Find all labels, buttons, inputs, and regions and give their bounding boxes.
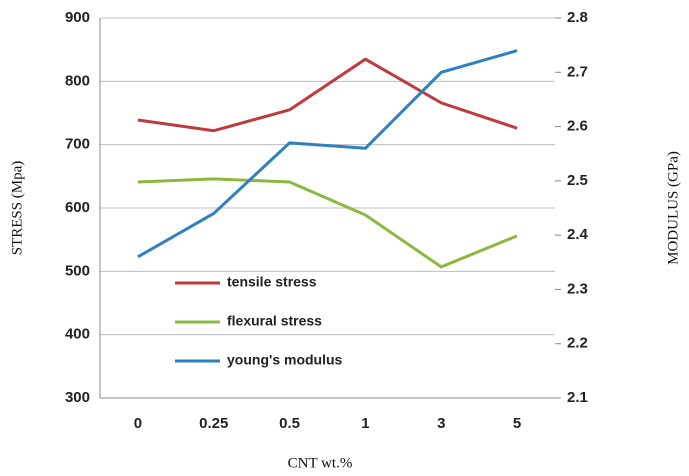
- x-tick-label: 0.5: [279, 415, 300, 432]
- y-tick-label: 500: [65, 262, 90, 279]
- legend-label: young's modulus: [227, 352, 343, 368]
- y-tick-label: 600: [65, 199, 90, 216]
- y-tick-label: 300: [65, 389, 90, 406]
- y-tick-label: 400: [65, 326, 90, 343]
- y-axis-title: STRESS (Mpa): [9, 161, 25, 256]
- legend-label: tensile stress: [227, 274, 317, 290]
- y2-tick-label: 2.7: [567, 63, 588, 80]
- legend-label: flexural stress: [227, 313, 322, 329]
- y-tick-label: 900: [65, 9, 90, 26]
- y-tick-label: 800: [65, 72, 90, 89]
- y2-tick-label: 2.5: [567, 172, 588, 189]
- series-line: [137, 49, 518, 259]
- y-tick-label: 700: [65, 136, 90, 153]
- y2-tick-label: 2.4: [567, 226, 589, 243]
- x-tick-label: 0: [134, 415, 142, 432]
- x-tick-label: 0.25: [199, 415, 228, 432]
- y2-axis-title: MODULUS (GPa): [665, 151, 681, 265]
- y2-tick-label: 2.6: [567, 118, 588, 135]
- x-tick-label: 1: [361, 415, 369, 432]
- series-line: [137, 177, 518, 269]
- y2-tick-label: 2.1: [567, 389, 588, 406]
- x-tick-label: 3: [437, 415, 445, 432]
- x-tick-label: 5: [513, 415, 521, 432]
- y2-tick-label: 2.8: [567, 9, 588, 26]
- y2-tick-label: 2.3: [567, 280, 588, 297]
- x-axis-title: CNT wt.%: [288, 455, 353, 471]
- y2-tick-label: 2.2: [567, 335, 588, 352]
- series-line: [137, 57, 518, 133]
